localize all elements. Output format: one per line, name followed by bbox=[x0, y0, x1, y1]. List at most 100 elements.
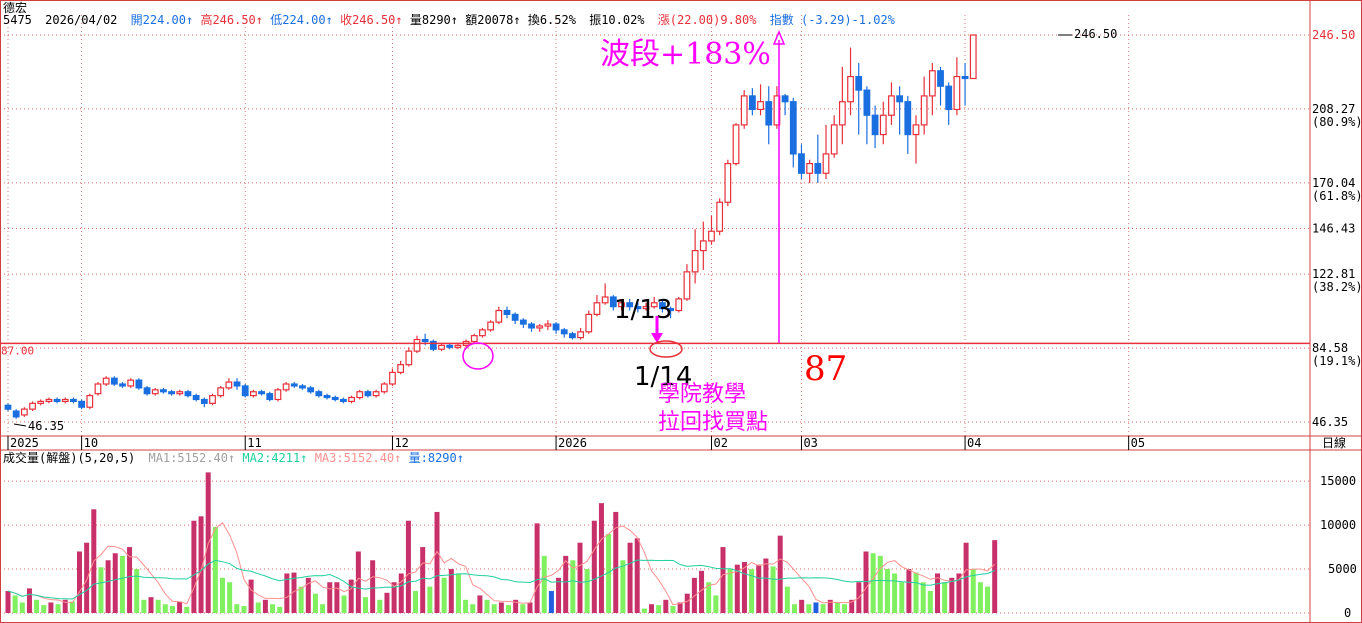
candle bbox=[847, 47, 854, 116]
volume-ma5-line bbox=[7, 522, 996, 606]
candle bbox=[552, 322, 560, 334]
volume-bar bbox=[262, 599, 268, 613]
candle bbox=[806, 159, 814, 183]
volume-bar bbox=[606, 533, 612, 613]
candle bbox=[127, 378, 135, 388]
volume-bar bbox=[813, 602, 819, 613]
wave-arrow-head bbox=[772, 30, 786, 45]
candle bbox=[765, 86, 773, 145]
volume-bar bbox=[913, 572, 919, 613]
volume-bar bbox=[677, 602, 683, 613]
teaching-label-line1: 學院教學 bbox=[658, 382, 746, 407]
volume-bar bbox=[656, 605, 662, 613]
date-tick-label: 03 bbox=[803, 436, 817, 450]
candle bbox=[896, 86, 904, 135]
candle bbox=[822, 124, 830, 180]
pointer-arrow-head bbox=[651, 333, 663, 343]
volume-ma-lines bbox=[7, 522, 996, 606]
volume-bar bbox=[48, 602, 54, 613]
candle bbox=[168, 389, 176, 396]
candle bbox=[716, 198, 724, 236]
volume-bar bbox=[148, 597, 154, 613]
volume-bar bbox=[842, 604, 848, 613]
candle bbox=[217, 385, 225, 398]
candle bbox=[953, 57, 961, 116]
candle bbox=[675, 296, 683, 313]
volume-bar bbox=[827, 599, 833, 613]
volume-bar bbox=[720, 547, 726, 613]
date-label-113: 1/13 bbox=[614, 295, 672, 325]
candle bbox=[241, 384, 249, 398]
candle bbox=[446, 343, 454, 350]
volume-bar bbox=[620, 560, 626, 613]
volume-ma20-line bbox=[7, 559, 995, 600]
volume-bar bbox=[277, 606, 283, 613]
volume-bar bbox=[427, 586, 433, 613]
candle bbox=[912, 115, 920, 164]
candle bbox=[86, 393, 94, 410]
volume-bar bbox=[341, 595, 347, 613]
volume-bar bbox=[119, 555, 125, 613]
candle bbox=[487, 320, 495, 332]
volume-bar bbox=[863, 551, 869, 613]
candle bbox=[94, 382, 102, 396]
candle bbox=[781, 93, 789, 116]
volume-bar bbox=[977, 582, 983, 613]
volume-bar bbox=[884, 569, 890, 613]
candle bbox=[315, 389, 323, 398]
candle bbox=[282, 382, 290, 392]
candle bbox=[184, 389, 192, 398]
candle bbox=[699, 221, 707, 270]
volume-tick-label: 10000 bbox=[1320, 518, 1356, 532]
volume-bar bbox=[169, 605, 175, 613]
candle bbox=[609, 295, 617, 311]
date-label-114: 1/14 bbox=[634, 362, 692, 392]
candle bbox=[814, 134, 822, 183]
volume-bar bbox=[455, 573, 461, 613]
candle bbox=[528, 322, 535, 332]
volume-bar bbox=[384, 592, 390, 613]
candle bbox=[879, 101, 887, 145]
pullback-circle bbox=[649, 340, 683, 358]
volume-bar bbox=[413, 591, 419, 613]
volume-bar bbox=[763, 558, 769, 613]
volume-bar bbox=[792, 604, 797, 613]
candle bbox=[888, 82, 895, 125]
annotations: 波段+183% 1/13 1/14 87 學院教學 拉回找買點 46.35 24… bbox=[13, 27, 1117, 435]
low-price-pointer bbox=[13, 423, 27, 427]
volume-bar bbox=[584, 569, 590, 613]
volume-bar bbox=[820, 604, 826, 613]
period-label: 日線 bbox=[1322, 435, 1346, 450]
volume-bar bbox=[577, 542, 583, 613]
candle bbox=[740, 90, 748, 129]
volume-bar bbox=[312, 593, 318, 613]
volume-bar bbox=[970, 569, 976, 613]
candle bbox=[593, 295, 601, 317]
candle bbox=[250, 389, 257, 398]
candle bbox=[503, 306, 511, 319]
volume-bar bbox=[613, 511, 619, 613]
volume-bar bbox=[55, 604, 61, 613]
volume-bar bbox=[935, 573, 940, 613]
volume-bar bbox=[77, 551, 82, 613]
candle bbox=[961, 63, 969, 106]
candlesticks bbox=[4, 34, 977, 419]
volume-bar bbox=[634, 538, 640, 613]
candle bbox=[519, 318, 527, 328]
candle bbox=[536, 324, 544, 332]
date-tick-label: 02 bbox=[713, 436, 727, 450]
volume-bar bbox=[985, 586, 991, 613]
volume-bar bbox=[741, 562, 747, 613]
volume-header: 成交量(解盤)(5,20,5) MA1:5152.40↑ MA2:4211↑ M… bbox=[3, 450, 464, 465]
volume-bar bbox=[234, 604, 240, 613]
volume-bar bbox=[112, 553, 118, 613]
volume-bar bbox=[849, 599, 855, 613]
price-tick-pct: (80.9%) bbox=[1312, 115, 1362, 129]
price-tick-label: 46.35 bbox=[1312, 415, 1348, 429]
volume-bar bbox=[141, 599, 147, 613]
wave-gain-label: 波段+183% bbox=[600, 37, 771, 72]
date-tick-label: 05 bbox=[1131, 436, 1145, 450]
candle bbox=[855, 63, 863, 135]
candle bbox=[789, 97, 797, 168]
volume-bar bbox=[363, 597, 368, 613]
